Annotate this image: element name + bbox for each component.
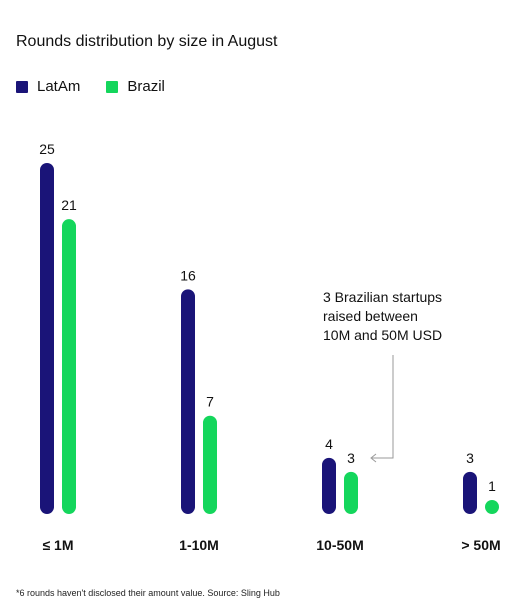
legend: LatAm Brazil: [16, 78, 165, 95]
legend-label-brazil: Brazil: [127, 78, 165, 95]
data-label-latam-2: 4: [325, 436, 333, 452]
x-tick-label-1: 1-10M: [179, 537, 219, 553]
annotation-arrowhead: [370, 453, 377, 463]
bar-brazil-3: [485, 499, 499, 514]
annotation-line-1: raised between: [323, 308, 418, 324]
bar-latam-0: [40, 163, 54, 514]
bar-brazil-1: [203, 415, 217, 514]
bar-latam-3: [463, 471, 477, 514]
data-label-latam-0: 25: [39, 141, 55, 157]
data-label-brazil-2: 3: [347, 450, 355, 466]
bar-latam-2: [322, 457, 336, 514]
chart-title: Rounds distribution by size in August: [16, 33, 278, 50]
legend-item-brazil: Brazil: [106, 78, 165, 95]
bar-brazil-2: [344, 471, 358, 514]
x-tick-label-0: ≤ 1M: [42, 537, 73, 553]
annotation-connector: [372, 355, 394, 459]
bar-brazil-0: [62, 219, 76, 514]
legend-label-latam: LatAm: [37, 78, 81, 95]
data-label-brazil-1: 7: [206, 394, 214, 410]
data-label-latam-3: 3: [466, 450, 474, 466]
legend-swatch-brazil: [106, 80, 119, 93]
bar-latam-1: [181, 289, 195, 514]
legend-swatch-latam: [16, 80, 28, 93]
data-label-brazil-0: 21: [61, 197, 77, 213]
annotation-line-2: 10M and 50M USD: [323, 327, 442, 343]
annotation-line-0: 3 Brazilian startups: [323, 289, 442, 305]
data-label-brazil-3: 1: [488, 478, 496, 494]
data-label-latam-1: 16: [180, 267, 196, 283]
footnote: *6 rounds haven't disclosed their amount…: [16, 588, 280, 598]
x-tick-label-2: 10-50M: [316, 537, 363, 553]
legend-item-latam: LatAm: [16, 78, 80, 95]
x-tick-label-3: > 50M: [461, 537, 500, 553]
